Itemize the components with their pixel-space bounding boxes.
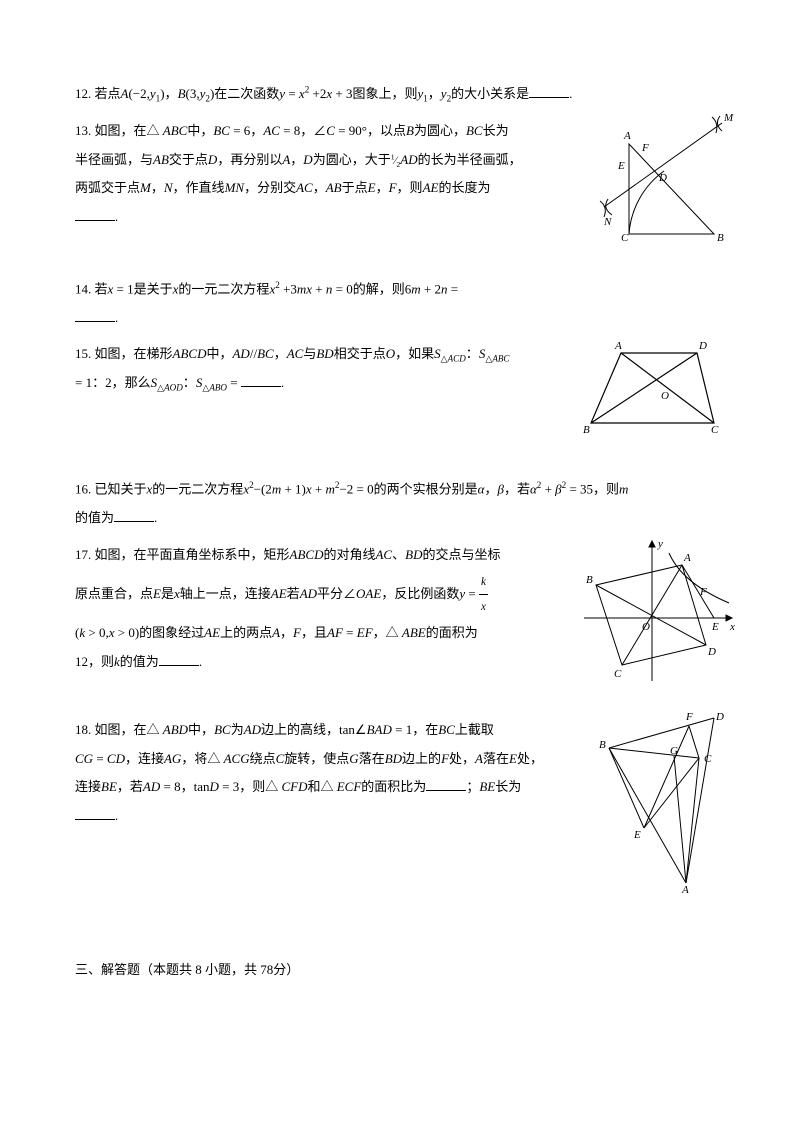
blank	[529, 85, 569, 98]
q15-figure: A D B C O	[579, 335, 729, 440]
question-16: 16. 已知关于x的一元二次方程x2−(2m + 1)x + m2−2 = 0的…	[75, 475, 719, 533]
svg-text:A: A	[683, 552, 691, 564]
svg-text:y: y	[657, 538, 663, 550]
svg-text:B: B	[717, 232, 724, 244]
svg-text:O: O	[642, 621, 650, 633]
svg-text:C: C	[621, 232, 629, 244]
svg-text:D: D	[698, 340, 707, 352]
svg-text:A: A	[681, 884, 689, 893]
q12-text: 12. 若点A(−2,y1)，B(3,y2)在二次函数y = x2 +2x + …	[75, 86, 572, 101]
q13-figure: A B C D E F M N	[594, 109, 739, 254]
question-15: 15. 如图，在梯形ABCD中，AD//BC，AC与BD相交于点O，如果S△AC…	[75, 340, 719, 450]
question-17: 17. 如图，在平面直角坐标系中，矩形ABCD的对角线AC、BD的交点与坐标 原…	[75, 541, 719, 701]
svg-text:E: E	[633, 829, 641, 841]
svg-text:D: D	[715, 711, 724, 723]
svg-text:C: C	[614, 668, 622, 680]
question-12: 12. 若点A(−2,y1)，B(3,y2)在二次函数y = x2 +2x + …	[75, 80, 719, 109]
blank	[159, 653, 199, 666]
svg-text:F: F	[685, 711, 693, 723]
svg-text:M: M	[723, 112, 734, 124]
svg-text:G: G	[670, 745, 678, 757]
svg-text:x: x	[729, 621, 735, 633]
blank	[114, 509, 154, 522]
svg-text:D: D	[658, 172, 667, 184]
section-3-title: 三、解答题（本题共 8 小题，共 78分）	[75, 956, 719, 985]
q16-line1: 16. 已知关于x的一元二次方程x2−(2m + 1)x + m2−2 = 0的…	[75, 475, 719, 504]
question-18: 18. 如图，在△ ABD中，BC为AD边上的高线，tan∠BAD = 1，在B…	[75, 716, 719, 906]
blank	[426, 778, 466, 791]
svg-text:C: C	[711, 424, 719, 436]
svg-text:F: F	[699, 586, 707, 598]
blank	[241, 374, 281, 387]
svg-text:F: F	[641, 142, 649, 154]
q14-line1: 14. 若x = 1是关于x的一元二次方程x2 +3mx + n = 0的解，则…	[75, 275, 719, 304]
blank	[75, 208, 115, 221]
blank	[75, 309, 115, 322]
svg-text:A: A	[614, 340, 622, 352]
svg-text:B: B	[586, 574, 593, 586]
svg-text:A: A	[623, 130, 631, 142]
svg-text:B: B	[583, 424, 590, 436]
q18-figure: A B C D E F G	[594, 708, 734, 893]
blank	[75, 807, 115, 820]
svg-text:D: D	[707, 646, 716, 658]
svg-text:C: C	[704, 753, 712, 765]
q16-line2: 的值为.	[75, 504, 719, 533]
question-14: 14. 若x = 1是关于x的一元二次方程x2 +3mx + n = 0的解，则…	[75, 275, 719, 333]
svg-text:E: E	[711, 621, 719, 633]
q17-figure: A B C D E F O x y	[574, 533, 739, 688]
question-13: 13. 如图，在△ ABC中，BC = 6，AC = 8，∠C = 90°，以点…	[75, 117, 719, 267]
svg-text:E: E	[617, 160, 625, 172]
svg-text:N: N	[603, 216, 612, 228]
svg-text:O: O	[661, 390, 669, 402]
svg-text:B: B	[599, 739, 606, 751]
q14-line2: .	[75, 304, 719, 333]
